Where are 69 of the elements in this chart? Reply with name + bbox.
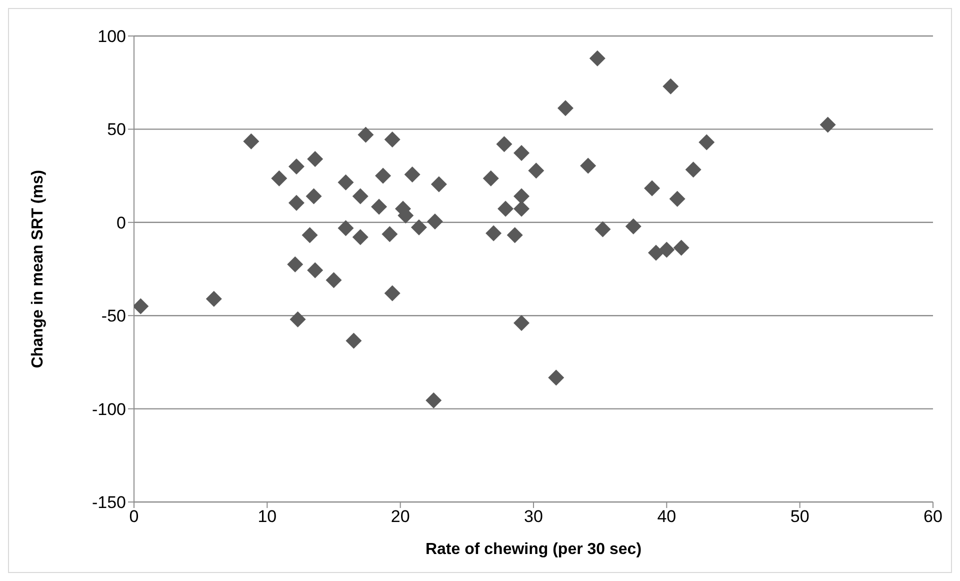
y-tick-label: 0 <box>116 213 126 232</box>
point <box>548 370 564 386</box>
point <box>557 100 574 116</box>
point <box>306 188 322 204</box>
point <box>243 133 260 150</box>
point <box>430 176 447 192</box>
point <box>673 240 690 256</box>
point <box>589 50 606 66</box>
x-tick-label: 40 <box>657 507 676 526</box>
point <box>288 194 304 211</box>
point <box>404 166 420 182</box>
point <box>514 200 530 217</box>
point <box>271 170 288 186</box>
point <box>384 285 400 302</box>
x-tick-label: 10 <box>258 507 277 526</box>
point <box>346 332 362 349</box>
point <box>658 242 675 258</box>
point <box>820 116 836 133</box>
y-axis-title: Change in mean SRT (ms) <box>30 170 47 368</box>
point <box>486 225 502 242</box>
point <box>482 170 499 186</box>
point <box>580 158 596 174</box>
y-tick-label: -150 <box>92 493 126 512</box>
point <box>528 162 544 179</box>
point <box>644 180 660 196</box>
y-tick-label: -100 <box>92 400 126 419</box>
point <box>698 134 715 150</box>
x-tick-label: 20 <box>390 507 410 526</box>
point <box>426 213 443 230</box>
x-axis-title: Rate of chewing (per 30 sec) <box>425 541 642 558</box>
point <box>307 262 324 278</box>
y-tick-label: 50 <box>107 120 126 140</box>
x-tick-label: 60 <box>924 507 942 526</box>
point <box>290 311 306 328</box>
point <box>514 145 530 162</box>
point <box>375 168 392 184</box>
point <box>648 244 664 261</box>
point <box>496 136 512 152</box>
point <box>426 392 442 408</box>
point <box>594 221 611 238</box>
point <box>358 126 374 143</box>
point <box>498 200 514 217</box>
point <box>382 226 398 242</box>
y-tick-label: 100 <box>98 27 126 46</box>
point <box>352 229 368 246</box>
point <box>685 162 702 178</box>
point <box>384 131 400 148</box>
point <box>410 219 427 236</box>
point <box>371 198 388 215</box>
point <box>662 78 679 94</box>
point <box>506 227 523 244</box>
point <box>134 298 149 314</box>
point <box>669 190 686 207</box>
point <box>288 158 304 174</box>
point <box>352 188 368 204</box>
point <box>338 220 354 236</box>
point <box>287 256 304 272</box>
point <box>514 188 530 204</box>
point <box>338 174 354 190</box>
x-tick-label: 0 <box>129 507 139 526</box>
x-tick-label: 50 <box>790 507 810 526</box>
y-tick-label: -50 <box>101 306 126 326</box>
point <box>206 290 222 307</box>
x-tick-label: 30 <box>524 507 543 526</box>
point <box>326 272 342 288</box>
point <box>514 315 530 332</box>
point <box>302 227 318 244</box>
point <box>625 218 642 234</box>
point <box>307 151 324 168</box>
